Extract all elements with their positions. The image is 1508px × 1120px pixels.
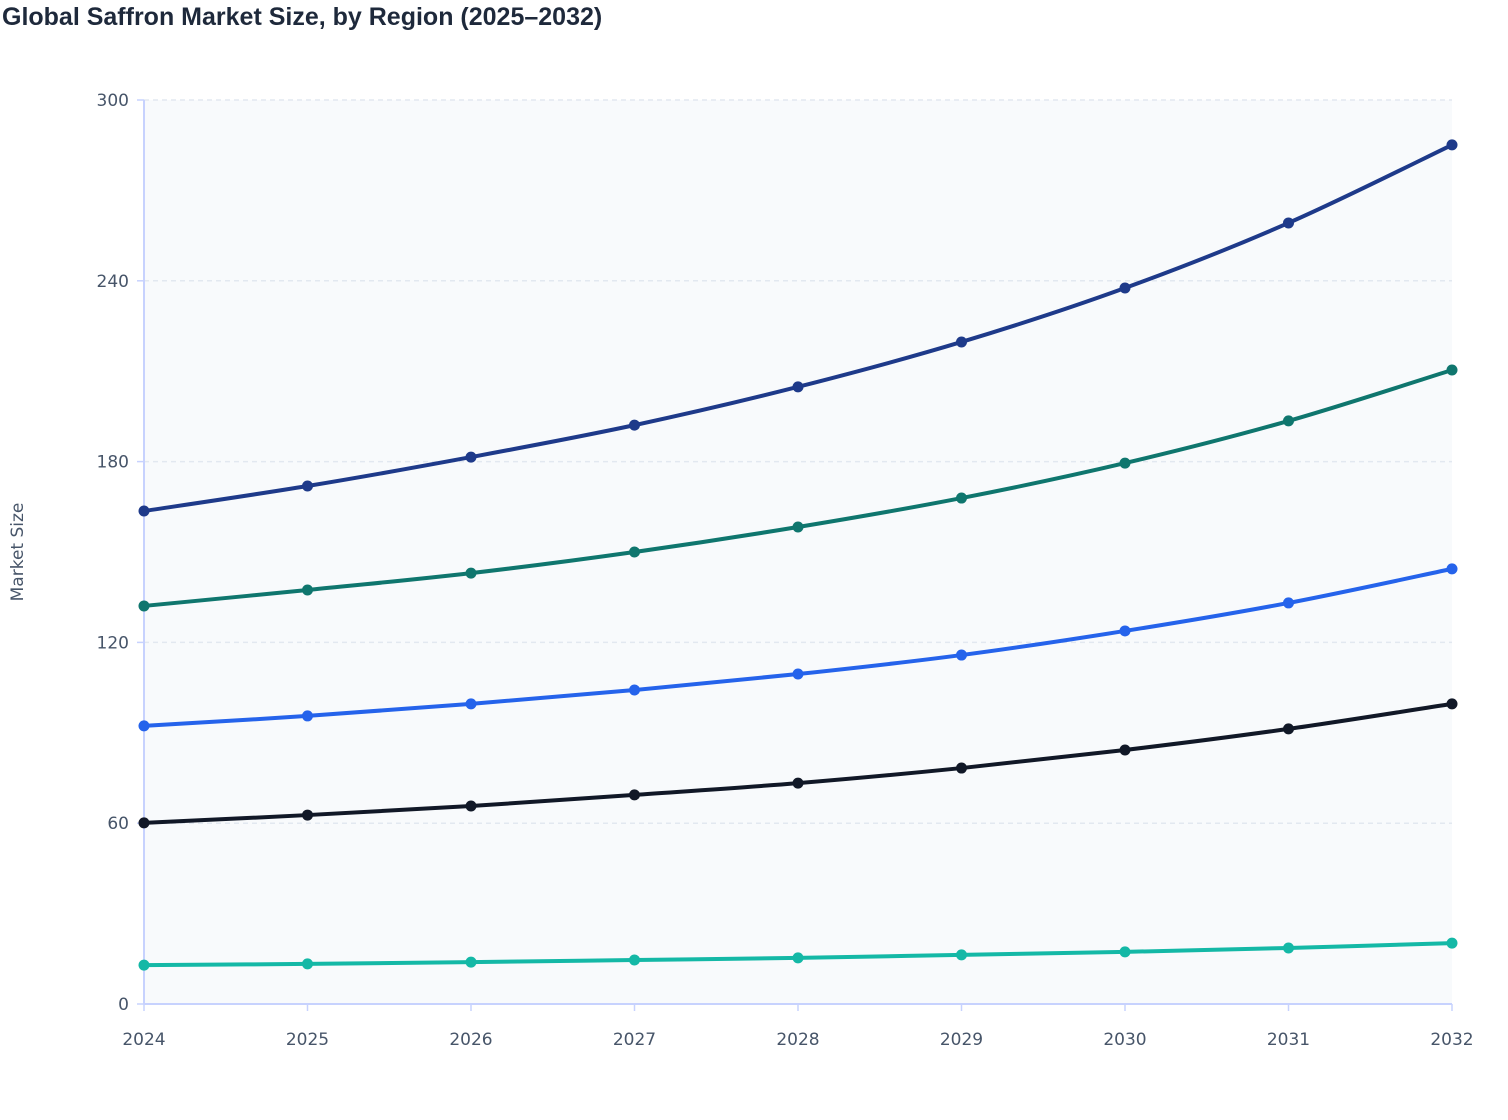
data-point [1446,364,1458,376]
y-tick-label: 0 [118,995,129,1015]
data-point [1283,597,1294,609]
x-tick-label: 2027 [613,1030,656,1050]
data-point [138,720,150,732]
data-point [629,419,640,431]
data-point [302,480,313,492]
series-line-1 [142,142,1454,514]
data-point [956,949,967,961]
data-point [465,800,477,812]
data-point [1446,698,1458,710]
y-tick-label: 120 [97,633,129,653]
data-point [792,521,804,533]
chart-title: Global Saffron Market Size, by Region (2… [2,3,603,31]
x-tick-label: 2032 [1430,1030,1473,1050]
data-point [1283,415,1294,427]
data-point [1119,625,1131,637]
data-point [1283,217,1294,229]
data-point [138,600,150,612]
data-point [302,809,313,821]
data-point [1119,946,1131,958]
y-tick-label: 240 [97,272,129,292]
y-axis-label: Market Size [8,503,28,602]
data-point [956,649,967,661]
data-point [302,584,313,596]
y-tick-label: 60 [107,814,129,834]
x-tick-label: 2026 [449,1030,492,1050]
x-tick-label: 2029 [940,1030,983,1050]
y-tick-label: 180 [97,453,129,473]
data-point [629,546,640,558]
x-tick-label: 2030 [1103,1030,1146,1050]
data-point [302,958,313,970]
data-point [302,710,313,722]
data-point [956,336,967,348]
plot-area [144,100,1452,1004]
x-tick-label: 2028 [776,1030,819,1050]
data-point [629,954,640,966]
data-point [465,956,477,968]
data-point [1119,457,1131,469]
data-point [1119,744,1131,756]
data-point [138,505,150,517]
data-point [1446,563,1458,575]
data-point [138,817,150,829]
x-tick-label: 2025 [286,1030,329,1050]
data-point [465,698,477,710]
data-point [629,684,640,696]
data-point [1283,942,1294,954]
data-point [792,668,804,680]
data-point [792,381,804,393]
data-point [629,789,640,801]
x-tick-label: 2024 [122,1030,165,1050]
y-tick-label: 300 [97,91,129,111]
data-point [792,952,804,964]
data-point [1446,139,1458,151]
data-point [1283,723,1294,735]
data-point [956,762,967,774]
x-tick-label: 2031 [1267,1030,1310,1050]
data-point [956,492,967,504]
data-point [1446,937,1458,949]
data-point [792,777,804,789]
data-point [138,959,150,971]
data-point [465,451,477,463]
data-point [1119,282,1131,294]
data-point [465,567,477,579]
